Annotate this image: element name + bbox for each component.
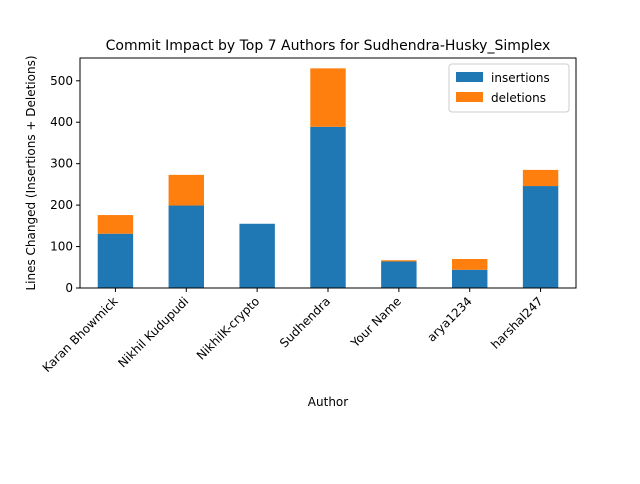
y-tick-label-3: 300 <box>50 157 73 171</box>
y-axis-label: Lines Changed (Insertions + Deletions) <box>24 55 38 290</box>
y-tick-label-1: 100 <box>50 240 73 254</box>
bar-insertions-2 <box>239 223 275 288</box>
bar-deletions-4 <box>381 260 417 262</box>
x-tick-label-2: NikhilK-crypto <box>194 294 262 362</box>
x-tick-label-4: Your Name <box>348 294 404 350</box>
legend-label-insertions: insertions <box>491 71 550 85</box>
x-tick-label-5: arya1234 <box>424 294 474 344</box>
bar-insertions-1 <box>168 205 204 288</box>
legend-swatch-deletions <box>456 92 483 102</box>
y-tick-label-2: 200 <box>50 198 73 212</box>
y-tick-label-4: 400 <box>50 115 73 129</box>
legend-label-deletions: deletions <box>491 91 546 105</box>
x-axis-label: Author <box>308 395 348 409</box>
legend: insertions deletions <box>448 63 570 113</box>
y-tick-label-0: 0 <box>65 281 73 295</box>
y-axis: 0 100 200 300 400 500 <box>50 74 80 295</box>
bar-deletions-0 <box>97 215 134 234</box>
bar-deletions-1 <box>168 174 204 206</box>
bars-layer <box>97 68 559 289</box>
bar-deletions-3 <box>310 68 346 127</box>
chart-title: Commit Impact by Top 7 Authors for Sudhe… <box>106 38 551 54</box>
bar-insertions-0 <box>97 233 134 288</box>
bar-deletions-5 <box>452 258 488 270</box>
bar-insertions-6 <box>522 186 559 288</box>
x-tick-label-1: Nikhil Kudupudi <box>115 294 191 370</box>
bar-insertions-3 <box>310 126 346 289</box>
bar-insertions-4 <box>381 261 417 288</box>
x-tick-label-6: harshal247 <box>488 294 546 352</box>
y-tick-label-5: 500 <box>50 74 73 88</box>
bar-deletions-6 <box>522 169 559 187</box>
x-tick-label-3: Sudhendra <box>277 294 333 350</box>
bar-insertions-5 <box>452 269 488 288</box>
x-tick-label-0: Karan Bhowmick <box>40 294 121 375</box>
legend-swatch-insertions <box>456 72 483 82</box>
